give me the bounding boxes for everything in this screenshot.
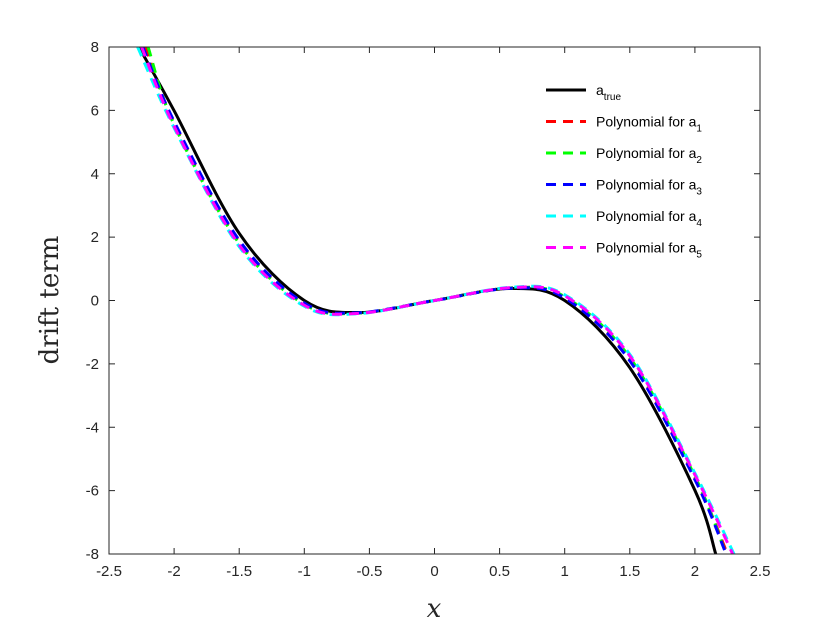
y-tick-label: 2 (91, 229, 99, 246)
x-tick-label: -1.5 (226, 563, 252, 580)
legend-label: Polynomial for a (596, 177, 697, 193)
legend-label: Polynomial for a (596, 145, 697, 161)
legend-subscript: 5 (696, 250, 702, 261)
y-tick-label: 8 (91, 39, 99, 56)
series-line-polynomial-for-a-3 (141, 47, 728, 554)
series-lines (136, 47, 736, 554)
x-axis-label: x (427, 594, 442, 624)
legend-entry: Polynomial for a2 (596, 145, 702, 166)
series-line-polynomial-for-a-5 (140, 47, 735, 554)
y-tick-label: -6 (86, 483, 99, 500)
legend-subscript: 4 (696, 218, 702, 229)
legend-entry: Polynomial for a5 (596, 240, 702, 261)
x-tick-label: 1.5 (619, 563, 640, 580)
legend-entry: Polynomial for a1 (596, 114, 702, 135)
legend-entry: atrue (596, 82, 621, 103)
legend-subscript: 2 (696, 155, 702, 166)
y-axis-ticks: -8 -6 -4 -2 0 2 4 6 8 (86, 39, 760, 563)
legend-label: a (596, 82, 604, 98)
y-tick-label: -8 (86, 546, 99, 563)
legend-entry: Polynomial for a4 (596, 208, 702, 229)
x-tick-label: 1 (561, 563, 569, 580)
legend-entry: Polynomial for a3 (596, 177, 702, 198)
legend-label: Polynomial for a (596, 114, 697, 130)
y-tick-label: 4 (91, 166, 99, 183)
x-tick-label: 0 (430, 563, 438, 580)
x-tick-label: 2 (691, 563, 699, 580)
x-tick-label: -1 (298, 563, 311, 580)
x-tick-label: 2.5 (750, 563, 771, 580)
legend-label: Polynomial for a (596, 208, 697, 224)
x-tick-label: 0.5 (489, 563, 510, 580)
legend-subscript: true (604, 92, 622, 103)
legend-label: Polynomial for a (596, 240, 697, 256)
x-tick-label: -0.5 (356, 563, 382, 580)
y-tick-label: -2 (86, 356, 99, 373)
y-axis-label: drift term (35, 236, 65, 365)
legend-subscript: 3 (696, 187, 702, 198)
y-tick-label: 6 (91, 102, 99, 119)
legend-subscript: 1 (696, 124, 702, 135)
x-tick-label: -2.5 (96, 563, 122, 580)
y-tick-label: -4 (86, 419, 99, 436)
y-tick-label: 0 (91, 293, 99, 310)
x-axis-ticks: -2.5 -2 -1.5 -1 -0.5 0 0.5 1 1.5 2 2.5 (96, 47, 770, 580)
x-tick-label: -2 (167, 563, 180, 580)
